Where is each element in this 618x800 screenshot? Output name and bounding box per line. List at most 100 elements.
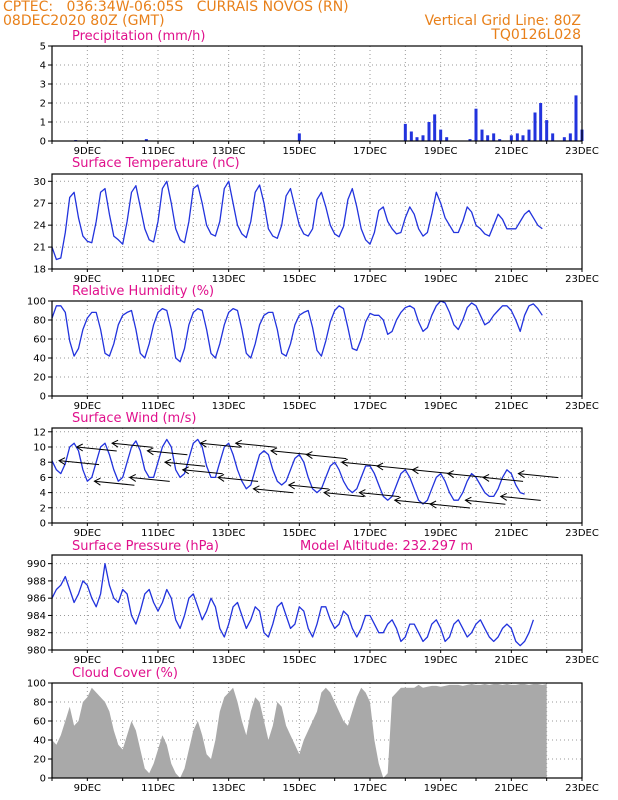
temperature-xtick-label: 23DEC [565, 274, 599, 285]
humidity-ytick-label: 80 [33, 316, 46, 327]
wind-arrow-head [411, 466, 419, 475]
precip-bar [533, 112, 537, 141]
precip-bar [403, 123, 407, 141]
precip-bar [474, 108, 478, 141]
header-model-id: TQ0126L028 [491, 27, 581, 43]
wind-arrow-head [517, 470, 525, 479]
temperature-ytick-label: 27 [33, 199, 46, 210]
humidity-xtick-label: 19DEC [424, 401, 458, 412]
cloud-title: Cloud Cover (%) [72, 666, 178, 681]
cloud-frame [51, 682, 583, 779]
pressure-xtick-label: 23DEC [565, 655, 599, 666]
pressure-ytick-label: 980 [27, 646, 46, 657]
precip-ytick-label: 3 [40, 80, 46, 91]
cloud-ytick-label: 20 [33, 755, 46, 766]
wind-ytick-label: 12 [33, 427, 46, 438]
precip-title: Precipitation (mm/h) [72, 29, 206, 44]
wind-arrow-head [340, 458, 349, 467]
precip-bar [568, 133, 572, 141]
temperature-frame [51, 173, 583, 270]
wind-arrow-head [376, 462, 384, 471]
wind-arrow-head [270, 447, 278, 456]
humidity-xtick-label: 17DEC [353, 401, 387, 412]
wind-arrow [147, 450, 188, 456]
wind-ytick-label: 0 [40, 519, 46, 530]
wind-title: Surface Wind (m/s) [72, 411, 197, 426]
precip-bar [539, 103, 543, 141]
header-datetime: 08DEC2020 80Z (GMT) [3, 13, 165, 29]
precip-xtick-label: 23DEC [565, 146, 599, 157]
wind-arrow [59, 460, 100, 466]
wind-xtick-label: 15DEC [282, 528, 316, 539]
temperature-ytick-label: 18 [33, 265, 46, 276]
precip-bar [439, 129, 443, 141]
wind-arrow [218, 476, 259, 482]
precip-bar [492, 133, 496, 141]
wind-arrow-head [499, 492, 508, 501]
precip-xtick-label: 19DEC [424, 146, 458, 157]
wind-ytick-label: 2 [40, 503, 46, 514]
precip-bar [515, 133, 519, 141]
wind-frame [51, 427, 583, 524]
precip-bar [297, 133, 301, 141]
wind-arrow-head [429, 500, 437, 509]
pressure-series-line [51, 562, 535, 647]
wind-arrow [165, 461, 206, 467]
pressure-ytick-label: 982 [27, 628, 46, 639]
cloud-ytick-label: 0 [40, 774, 46, 785]
wind-arrow-head [234, 439, 243, 448]
pressure-xtick-label: 21DEC [494, 655, 528, 666]
wind-arrow [129, 476, 170, 482]
cloud-xtick-label: 19DEC [424, 783, 458, 794]
precip-xtick-label: 17DEC [353, 146, 387, 157]
precip-bar [509, 135, 513, 141]
pressure-xtick-label: 15DEC [282, 655, 316, 666]
header-grid-line: Vertical Grid Line: 80Z [424, 13, 581, 29]
precip-bar [409, 131, 413, 141]
temperature-series-line [51, 180, 543, 261]
precip-bar [480, 129, 484, 141]
humidity-ytick-label: 20 [33, 373, 46, 384]
pressure-ytick-label: 990 [27, 559, 46, 570]
wind-arrow-head [323, 489, 331, 498]
wind-series-line [51, 438, 525, 505]
wind-arrow [271, 450, 312, 456]
humidity-ytick-label: 40 [33, 354, 46, 365]
precip-bar [498, 139, 502, 141]
pressure-ytick-label: 986 [27, 594, 46, 605]
temperature-ytick-label: 24 [33, 221, 46, 232]
pressure-ytick-label: 988 [27, 576, 46, 587]
precip-xtick-label: 9DEC [74, 146, 101, 157]
wind-arrow-head [93, 477, 101, 486]
precip-bar [415, 137, 419, 141]
humidity-frame [51, 300, 583, 397]
humidity-ytick-label: 100 [27, 297, 46, 308]
wind-arrow [324, 492, 365, 498]
precip-bar [427, 122, 431, 141]
wind-arrow-head [217, 473, 225, 482]
wind-xtick-label: 9DEC [74, 528, 101, 539]
precip-ytick-label: 2 [40, 99, 46, 110]
humidity-xtick-label: 13DEC [212, 401, 246, 412]
wind-arrow [412, 469, 453, 475]
wind-xtick-label: 21DEC [494, 528, 528, 539]
humidity-series-line [51, 300, 543, 363]
wind-arrow [306, 454, 347, 460]
precip-bar [545, 120, 549, 141]
wind-arrow [94, 480, 135, 486]
header-location: CPTEC: 036:34W-06:05S CURRAIS NOVOS (RN) [3, 0, 349, 15]
humidity-title: Relative Humidity (%) [72, 284, 215, 299]
temperature-xtick-label: 15DEC [282, 274, 316, 285]
precip-bar [521, 135, 525, 141]
wind-arrow [447, 473, 488, 479]
wind-arrow [288, 484, 329, 490]
pressure-xtick-label: 9DEC [74, 655, 101, 666]
cloud-xtick-label: 9DEC [74, 783, 101, 794]
wind-arrow [200, 442, 241, 448]
wind-xtick-label: 19DEC [424, 528, 458, 539]
wind-arrow [377, 465, 418, 471]
humidity-xtick-label: 11DEC [141, 401, 175, 412]
cloud-xtick-label: 11DEC [141, 783, 175, 794]
precip-bar [486, 135, 490, 141]
wind-arrow [76, 446, 117, 452]
